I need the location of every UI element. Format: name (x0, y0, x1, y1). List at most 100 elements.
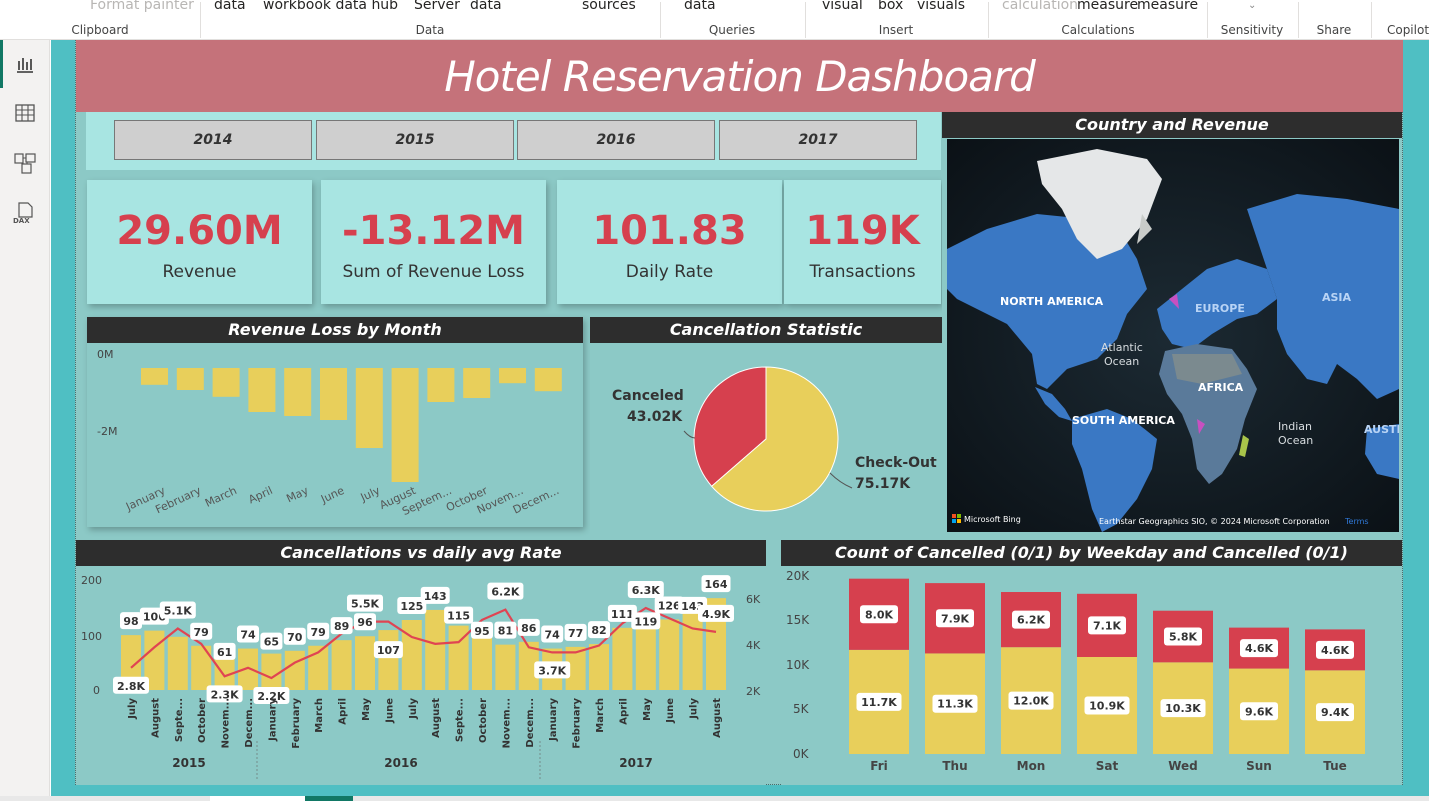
year-group-label: 2016 (384, 756, 417, 770)
combo-plot: 200 100 0 6K 4K 2K 981069579617465707989… (81, 574, 761, 781)
ribbon-separator (200, 2, 201, 38)
kpi-card-daily-rate[interactable]: 101.83 Daily Rate (557, 180, 782, 304)
cancellation-data-label: 2.3K (211, 688, 239, 701)
map-terms-link[interactable]: Terms (1344, 517, 1369, 526)
revenue-loss-chart[interactable]: Revenue Loss by Month 0M -2M January Febr… (87, 317, 583, 527)
x-tick: June (318, 484, 346, 506)
rate-data-label: 74 (545, 629, 561, 642)
chart-title: Count of Cancelled (0/1) by Weekday and … (781, 540, 1402, 566)
year-button-2014[interactable]: 2014 (114, 120, 312, 160)
rate-data-label-bg (517, 618, 540, 636)
bar-value-label: 9.6K (1245, 705, 1273, 718)
year-group-label: 2017 (619, 756, 652, 770)
country-revenue-map[interactable]: Country and Revenue NORTH AMERICA EUROPE… (942, 112, 1402, 533)
ribbon-item[interactable]: workbook data hub (263, 0, 399, 13)
model-view-icon[interactable] (13, 151, 37, 175)
page-tab[interactable] (210, 796, 305, 801)
ribbon-item[interactable]: visuals (917, 0, 966, 13)
bar-value-label: 6.2K (1017, 614, 1045, 627)
bar-value-label-bg (1160, 699, 1206, 718)
map-label: Indian (1278, 420, 1312, 433)
weekday-cancelled-chart[interactable]: Count of Cancelled (0/1) by Weekday and … (781, 540, 1402, 785)
rate-data-label-bg (471, 621, 493, 639)
year-button-2015[interactable]: 2015 (316, 120, 514, 160)
rate-data-label-bg (494, 621, 517, 639)
x-tick: March (314, 698, 325, 733)
dax-query-icon[interactable]: DAX (13, 201, 37, 225)
chart-title: Revenue Loss by Month (87, 317, 583, 343)
ribbon-item[interactable]: Server (414, 0, 460, 13)
pie-slice-canceled (693, 366, 767, 487)
australia-landmass (1365, 424, 1399, 479)
y-tick: 15K (786, 613, 810, 627)
pie-slice-checkout (710, 366, 839, 512)
ribbon-item[interactable]: visual (822, 0, 863, 13)
ribbon-item[interactable]: data (214, 0, 246, 13)
cancellation-data-label-bg (113, 676, 149, 694)
bar-value-label-bg (860, 605, 898, 624)
x-tick: May (361, 698, 372, 721)
rate-data-label: 70 (287, 631, 303, 644)
cancellations-vs-rate-chart[interactable]: Cancellations vs daily avg Rate 200 100 … (76, 540, 766, 785)
rate-bar (518, 641, 539, 690)
chevron-down-icon[interactable]: ⌄ (1248, 0, 1257, 11)
table-view-icon[interactable] (13, 101, 37, 125)
ribbon-item[interactable]: calculation (1002, 0, 1079, 13)
x-tick: August (431, 698, 442, 738)
svg-text:DAX: DAX (13, 217, 30, 225)
rate-bar (284, 650, 305, 690)
rate-data-label: 96 (357, 616, 373, 629)
year-button-2016[interactable]: 2016 (517, 120, 715, 160)
ribbon-item[interactable]: data (470, 0, 502, 13)
bing-logo-icon (952, 514, 956, 518)
ribbon: Format painter data workbook data hub Serve… (0, 0, 1429, 40)
year-button-2017[interactable]: 2017 (719, 120, 917, 160)
rate-data-label-bg (330, 617, 353, 635)
cancellation-data-label-bg (347, 594, 383, 612)
asia-landmass (1247, 194, 1399, 399)
kpi-card-revenue-loss[interactable]: -13.12M Sum of Revenue Loss (321, 180, 546, 304)
ribbon-item[interactable]: box (878, 0, 904, 13)
revenue-loss-bar (212, 368, 240, 397)
rate-bar (144, 630, 165, 690)
kpi-card-revenue[interactable]: 29.60M Revenue (87, 180, 312, 304)
rate-data-label-bg (607, 604, 637, 622)
world-map[interactable]: NORTH AMERICA EUROPE ASIA Atlantic Ocean… (947, 139, 1399, 532)
bing-logo-icon (957, 514, 961, 518)
rate-data-label-bg (120, 612, 142, 630)
chart-title: Cancellations vs daily avg Rate (76, 540, 766, 566)
rate-bar (214, 655, 235, 690)
view-switcher-rail: DAX (0, 40, 50, 801)
report-view-icon[interactable] (13, 52, 37, 76)
rate-bar (495, 644, 516, 690)
cancellation-data-label-bg (534, 661, 571, 679)
kpi-label: Transactions (809, 262, 916, 282)
rate-bar (331, 640, 352, 690)
rate-bar (425, 609, 446, 690)
y-tick-right: 2K (746, 685, 761, 698)
ribbon-item[interactable]: Format painter (90, 0, 194, 13)
rate-data-label-bg (260, 632, 283, 650)
x-tick: August (712, 698, 723, 738)
y-tick: 10K (786, 658, 810, 672)
year-slicer: 2014 2015 2016 2017 (86, 112, 941, 170)
active-page-tab[interactable] (305, 796, 353, 801)
ribbon-item[interactable]: data (684, 0, 716, 13)
cancellation-data-label: 2.8K (117, 680, 145, 693)
revenue-loss-bar (391, 368, 419, 482)
cancellation-data-label: 2.2K (257, 690, 285, 703)
cancellation-statistic-chart[interactable]: Cancellation Statistic Canceled 43.02K C… (590, 317, 942, 535)
ribbon-group-label: Copilot (1386, 23, 1429, 37)
rate-data-label: 126 (658, 599, 681, 612)
x-tick: July (127, 698, 138, 720)
ribbon-item[interactable]: measure (1077, 0, 1139, 13)
ribbon-item[interactable]: measure (1137, 0, 1199, 13)
ribbon-item[interactable]: sources (582, 0, 636, 13)
rate-bar (238, 648, 258, 690)
x-tick: Sun (1246, 759, 1272, 773)
kpi-card-transactions[interactable]: 119K Transactions (784, 180, 941, 304)
rate-bar (191, 645, 212, 690)
active-view-indicator (0, 40, 3, 88)
cancellation-data-label-bg (159, 601, 196, 619)
rate-data-label: 81 (498, 625, 513, 638)
